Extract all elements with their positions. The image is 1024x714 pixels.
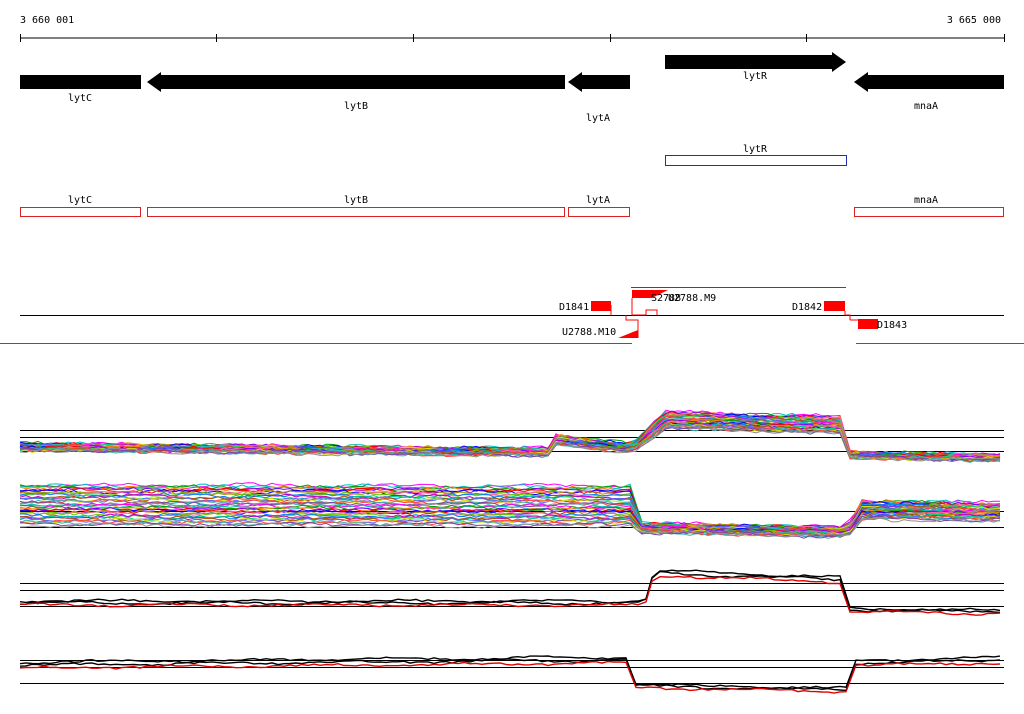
panel-1-series-39 (19, 425, 1001, 462)
expression-panel-1 (19, 409, 1004, 463)
feature-D1842-block (824, 301, 845, 311)
feature-U2788-M10-marker (618, 330, 638, 338)
cds-track: lytR lytC lytB lytA mnaA (20, 144, 1004, 217)
feature-track: D1841 D1842 D1843 U2788.M10 U2788.M9 S27… (0, 287, 1024, 344)
feature-U2788-M9-marker (632, 290, 668, 298)
panel-2-series-39 (19, 517, 1001, 538)
panel-2-series-38 (19, 515, 1001, 539)
gene-lytC[interactable]: lytC (20, 75, 141, 104)
feature-U2788-M9[interactable]: U2788.M9 S2788 (631, 290, 716, 316)
cds-lytR[interactable]: lytR (665, 144, 847, 166)
cds-lytC-label: lytC (68, 195, 92, 206)
feature-D1843[interactable]: D1843 (850, 319, 907, 331)
expression-panel-4 (19, 655, 1004, 694)
expression-panel-2 (19, 482, 1004, 539)
panel-4-series-1 (19, 658, 1001, 692)
coordinate-end-label: 3 665 000 (947, 15, 1001, 26)
gene-track: lytC lytB lytA lytR mnaA (20, 52, 1004, 124)
feature-D1842[interactable]: D1842 (792, 301, 851, 320)
panel-2-series-8 (19, 490, 1001, 532)
cds-lytA-box (568, 207, 630, 217)
cds-mnaA-label: mnaA (914, 195, 938, 206)
panel-3-series-1 (19, 570, 1001, 614)
feature-U2788-M10[interactable]: U2788.M10 (562, 315, 639, 338)
cds-lytR-label: lytR (743, 144, 768, 155)
expression-panels (19, 409, 1004, 694)
coordinate-ruler: 3 660 001 3 665 000 (20, 15, 1005, 42)
gene-lytB-label: lytB (344, 101, 368, 112)
gene-mnaA-label: mnaA (914, 101, 938, 112)
gene-lytA[interactable]: lytA (568, 72, 630, 124)
gene-lytR-label: lytR (743, 71, 768, 82)
gene-lytA-label: lytA (586, 113, 610, 124)
gene-lytR-arrow (665, 52, 846, 72)
cds-lytR-box (665, 155, 847, 166)
feature-D1841-block (591, 301, 611, 311)
feature-D1841[interactable]: D1841 (559, 301, 612, 315)
gene-lytB-arrow (147, 72, 565, 92)
gene-mnaA-arrow (854, 72, 1004, 92)
expression-panel-3 (19, 569, 1004, 616)
cds-lytB-label: lytB (344, 195, 368, 206)
feature-S2788-label: S2788 (651, 293, 681, 304)
ruler-ticks (20, 34, 1005, 42)
feature-U2788-M9-label: U2788.M9 (668, 293, 716, 304)
panel-3-series-2 (19, 575, 1001, 616)
feature-D1841-label: D1841 (559, 302, 589, 313)
cds-lytA[interactable]: lytA (568, 195, 630, 217)
feature-D1842-label: D1842 (792, 302, 822, 313)
panel-1-series-38 (19, 426, 1001, 462)
cds-lytA-label: lytA (586, 195, 610, 206)
cds-lytB[interactable]: lytB (147, 195, 565, 217)
feature-D1842-connector (844, 311, 851, 320)
gene-lytR[interactable]: lytR (665, 52, 846, 82)
coordinate-start-label: 3 660 001 (20, 15, 74, 26)
feature-D1843-block (858, 319, 878, 329)
gene-mnaA[interactable]: mnaA (854, 72, 1004, 112)
feature-U2788-M10-label: U2788.M10 (562, 327, 616, 338)
cds-lytC[interactable]: lytC (20, 195, 141, 217)
cds-mnaA[interactable]: mnaA (854, 195, 1004, 217)
gene-lytC-label: lytC (68, 93, 92, 104)
feature-U2788-M9-connector (631, 298, 658, 316)
feature-D1843-label: D1843 (877, 320, 907, 331)
feature-U2788-M10-connector (625, 315, 639, 338)
gene-lytB[interactable]: lytB (147, 72, 565, 112)
cds-lytC-box (20, 207, 141, 217)
panel-4-series-2 (19, 660, 1001, 694)
cds-mnaA-box (854, 207, 1004, 217)
panel-2-series-36 (19, 515, 1001, 537)
cds-lytB-box (147, 207, 565, 217)
gene-lytA-arrow (568, 72, 630, 92)
gene-lytC-arrow (20, 75, 141, 89)
panel-2-series-4 (19, 486, 1001, 531)
